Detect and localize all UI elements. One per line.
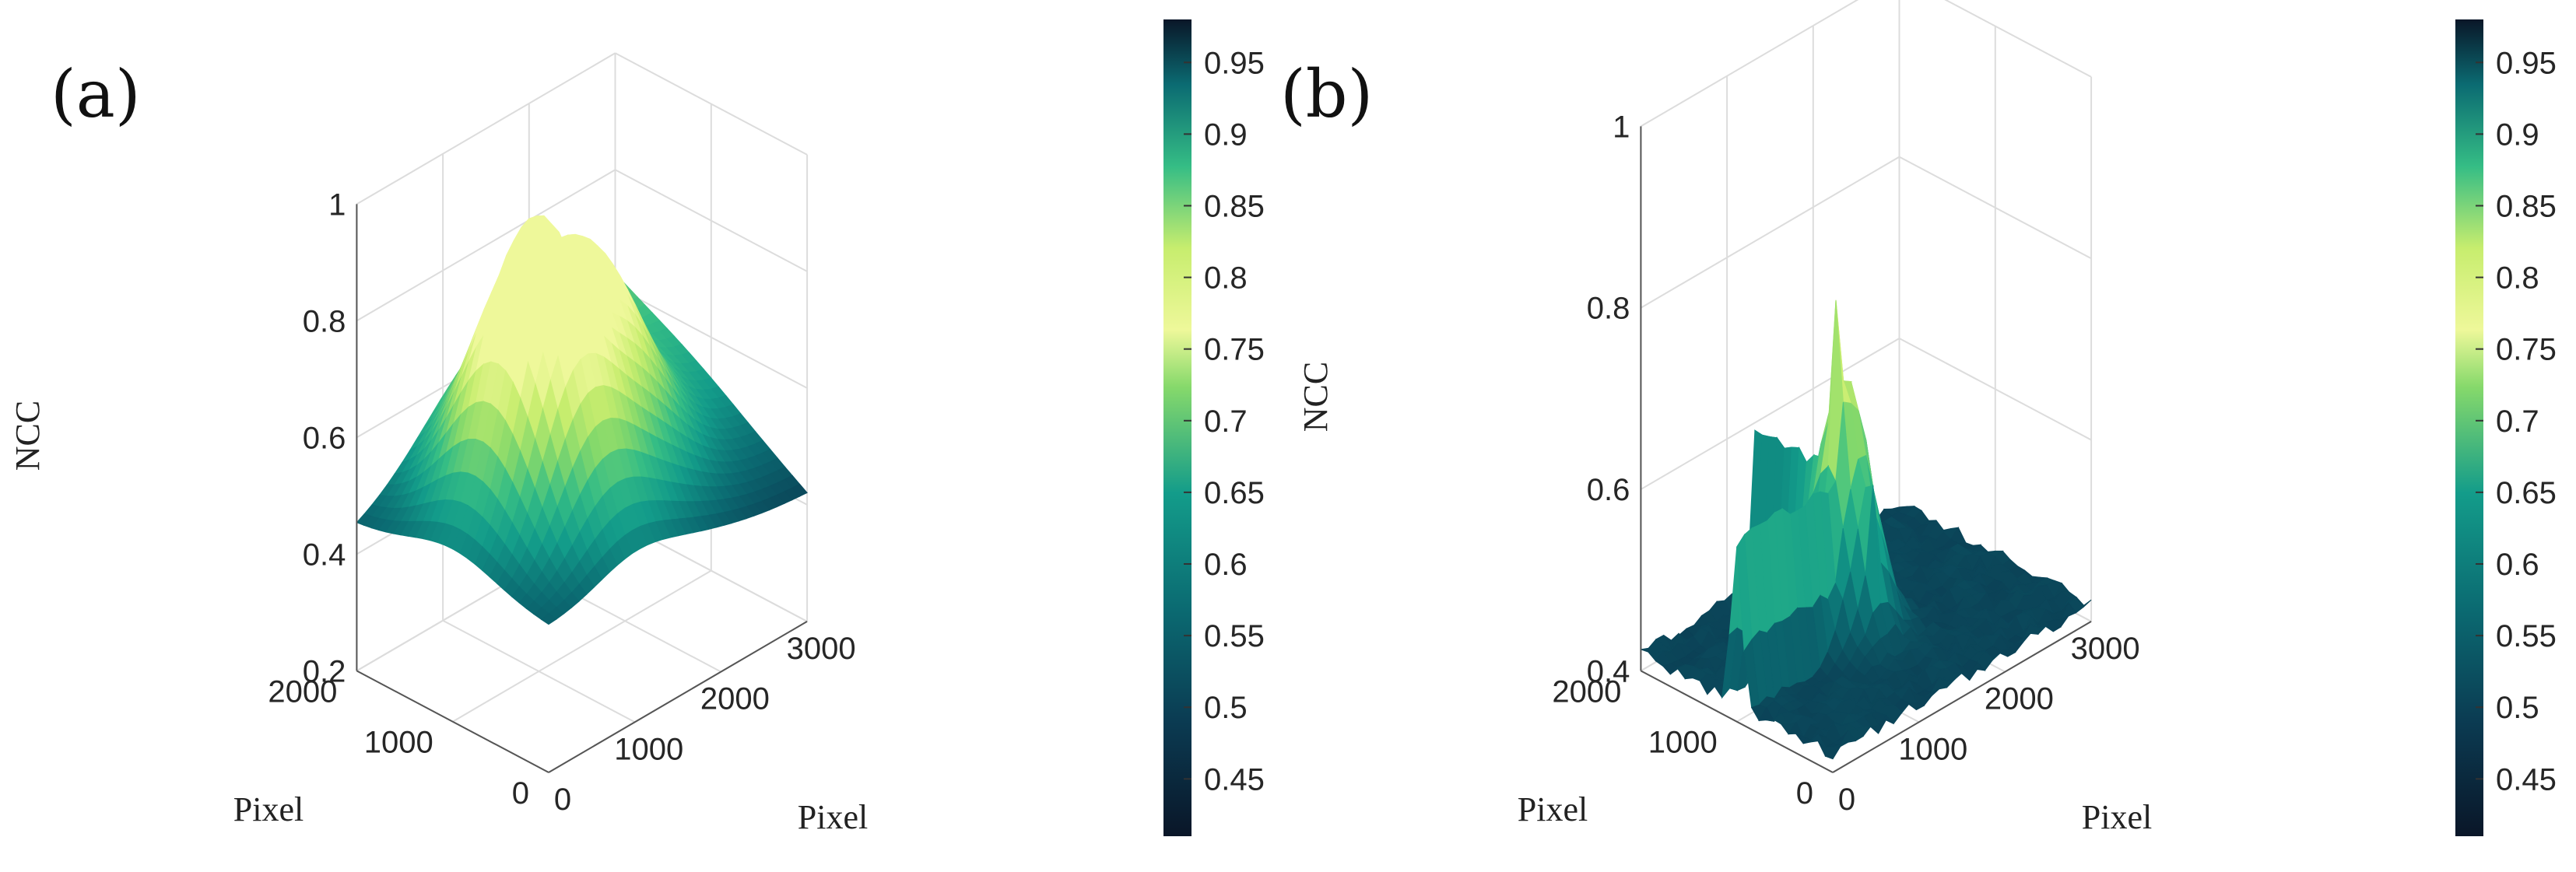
colorbar-tick-label: 0.5	[1204, 691, 1248, 725]
colorbar-a	[1163, 19, 1191, 836]
colorbar-tick-label: 0.85	[1204, 189, 1265, 223]
y-tick-label: 0	[1796, 776, 1813, 811]
colorbar-tick-label: 0.45	[2496, 762, 2557, 797]
x-axis-label-b: Pixel	[2082, 798, 2152, 836]
colorbar-b-ticks: 0.45 0.5 0.55 0.6 0.65 0.7 0.75 0.8 0.85 0.9 0.95	[2476, 46, 2557, 797]
z-tick-label: 0.8	[1587, 292, 1630, 326]
z-tick-label: 0.6	[303, 421, 346, 455]
panel-label-a: (a)	[51, 56, 141, 132]
x-tick-label: 3000	[2071, 632, 2140, 666]
colorbar-tick-label: 0.75	[1204, 333, 1265, 367]
y-axis-label-b: Pixel	[1518, 790, 1588, 828]
z-axis-label-b: NCC	[1297, 362, 1335, 432]
colorbar-tick-label: 0.9	[2496, 117, 2539, 152]
colorbar-tick-label: 0.55	[1204, 619, 1265, 653]
surface-patch	[1824, 746, 1841, 760]
x-tick-label: 0	[1838, 783, 1855, 817]
colorbar-tick-label: 0.95	[2496, 46, 2557, 80]
panel-b-axes	[1640, 126, 2092, 773]
x-tick-label: 2000	[700, 682, 770, 716]
panel-a-axes	[356, 204, 808, 773]
x-tick-label: 2000	[1985, 682, 2054, 716]
colorbar-tick-label: 0.9	[1204, 117, 1248, 152]
colorbar-tick-label: 0.85	[2496, 189, 2557, 223]
z-tick-label: 0.4	[1587, 654, 1630, 688]
z-tick-label: 0.2	[303, 654, 346, 688]
colorbar-tick-label: 0.65	[2496, 476, 2557, 510]
panel-label-b: (b)	[1280, 56, 1373, 132]
surface-patch	[540, 613, 557, 625]
y-tick-label: 0	[512, 776, 529, 811]
z-tick-label: 0.4	[303, 538, 346, 572]
colorbar-tick-label: 0.55	[2496, 619, 2557, 653]
colorbar-tick-label: 0.7	[2496, 404, 2539, 439]
colorbar-a-ticks: 0.45 0.5 0.55 0.6 0.65 0.7 0.75 0.8 0.85 0.9 0.95	[1184, 46, 1265, 797]
grid-line	[1640, 0, 1859, 128]
z-tick-label: 1	[328, 187, 346, 222]
y-axis-line	[1640, 670, 1834, 773]
colorbar-tick-label: 0.95	[1204, 46, 1265, 80]
x-tick-label: 0	[554, 783, 571, 817]
x-tick-label: 1000	[1898, 732, 1967, 766]
colorbar-tick-label: 0.75	[2496, 333, 2557, 367]
panel-a-surface	[356, 215, 808, 625]
x-axis-line	[548, 621, 808, 773]
x-axis-line	[1832, 621, 2092, 773]
colorbar-tick-label: 0.45	[1204, 762, 1265, 797]
z-axis-label-a: NCC	[9, 401, 47, 471]
grid-line	[356, 169, 616, 322]
colorbar-tick-label: 0.7	[1204, 404, 1248, 439]
colorbar-tick-label: 0.8	[1204, 261, 1248, 296]
colorbar-b	[2455, 19, 2483, 836]
grid-line	[1640, 156, 1900, 309]
grid-line	[1640, 338, 1900, 490]
x-tick-label: 3000	[787, 632, 856, 666]
grid-line	[452, 569, 712, 723]
y-tick-label: 2000	[268, 674, 337, 709]
colorbar-tick-label: 0.6	[1204, 548, 1248, 582]
z-tick-label: 1	[1613, 110, 1630, 144]
colorbar-tick-label: 0.6	[2496, 548, 2539, 582]
colorbar-tick-label: 0.65	[1204, 476, 1265, 510]
grid-line	[356, 52, 616, 205]
panel-b-surface	[1641, 299, 2092, 760]
y-tick-label: 1000	[364, 726, 433, 760]
y-tick-label: 2000	[1552, 674, 1621, 709]
x-axis-label-a: Pixel	[798, 798, 868, 836]
y-tick-label: 1000	[1648, 726, 1718, 760]
colorbar-tick-label: 0.5	[2496, 691, 2539, 725]
z-tick-label: 0.6	[1587, 473, 1630, 507]
x-tick-label: 1000	[614, 732, 683, 766]
panel-a: (a) 01000200030000100020000.20.40.60.81 …	[9, 19, 1265, 836]
y-axis-label-a: Pixel	[233, 790, 304, 828]
z-tick-label: 0.8	[303, 304, 346, 338]
y-axis-line	[356, 670, 549, 773]
colorbar-tick-label: 0.8	[2496, 261, 2539, 296]
